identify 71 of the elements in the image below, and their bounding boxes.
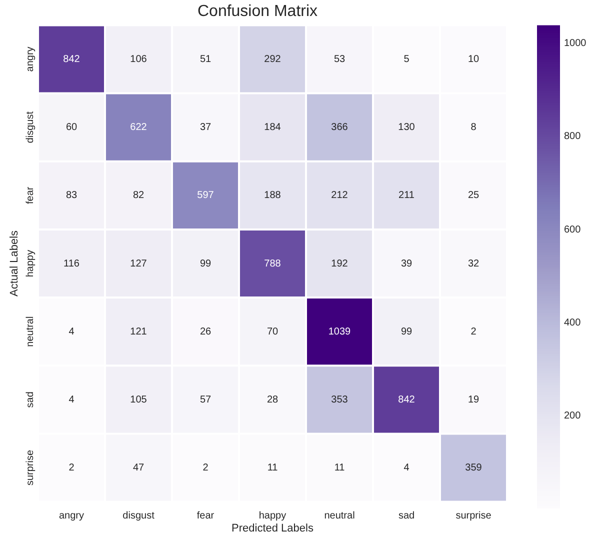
data-label: 121 xyxy=(130,326,148,338)
data-label: 366 xyxy=(331,122,348,134)
data-label: 212 xyxy=(331,190,348,202)
data-label: 70 xyxy=(266,326,278,338)
y-tick-label: disgust xyxy=(24,111,36,144)
y-tick-label: happy xyxy=(24,250,36,278)
data-label: 842 xyxy=(398,394,416,406)
data-label: 597 xyxy=(197,190,214,202)
color-bar-label: 200 xyxy=(564,410,582,422)
data-label: 83 xyxy=(66,190,78,202)
data-label: 25 xyxy=(468,190,480,202)
data-label: 60 xyxy=(66,122,78,134)
x-tick-label: sad xyxy=(398,510,415,522)
data-label: 622 xyxy=(130,122,148,134)
y-axis-title: Actual Labels xyxy=(8,230,21,297)
data-label: 2 xyxy=(68,462,75,474)
x-tick-label: angry xyxy=(58,510,84,522)
data-label: 28 xyxy=(266,394,278,406)
y-tick-label: neutral xyxy=(24,316,36,347)
data-label: 8 xyxy=(470,122,477,134)
y-tick-label: sad xyxy=(24,392,36,408)
data-label: 184 xyxy=(264,122,282,134)
data-label: 2 xyxy=(470,326,477,338)
y-tick-label: surprise xyxy=(24,450,36,486)
data-label: 292 xyxy=(264,54,282,65)
data-label: 130 xyxy=(398,122,416,134)
chart-title: Confusion Matrix xyxy=(197,3,318,20)
x-tick-label: disgust xyxy=(122,510,155,522)
data-label: 53 xyxy=(334,54,346,65)
x-tick-label: fear xyxy=(196,510,215,522)
color-bar-label: 1000 xyxy=(564,38,587,50)
data-label: 359 xyxy=(465,462,482,474)
data-label: 192 xyxy=(331,258,348,270)
color-bar-label: 400 xyxy=(564,317,582,328)
x-axis-title: Predicted Labels xyxy=(232,522,314,534)
data-label: 4 xyxy=(68,394,75,406)
data-label: 211 xyxy=(398,190,415,202)
data-label: 39 xyxy=(400,258,412,270)
data-label: 37 xyxy=(200,122,212,134)
data-label: 105 xyxy=(130,394,148,406)
data-label: 26 xyxy=(200,326,212,338)
data-label: 99 xyxy=(400,326,412,338)
x-tick-label: surprise xyxy=(456,510,492,522)
y-tick-label: angry xyxy=(24,46,36,72)
y-tick-label: fear xyxy=(24,186,36,204)
data-label: 353 xyxy=(331,394,348,406)
data-label: 11 xyxy=(334,462,346,474)
data-label: 188 xyxy=(264,190,282,202)
data-label: 19 xyxy=(468,394,480,406)
data-label: 32 xyxy=(468,258,480,270)
data-label: 47 xyxy=(132,462,144,474)
data-label: 10 xyxy=(468,54,480,65)
data-label: 842 xyxy=(63,54,80,65)
color-bar-label: 600 xyxy=(564,224,582,236)
data-label: 51 xyxy=(200,54,212,65)
data-label: 11 xyxy=(267,462,278,474)
data-label: 4 xyxy=(68,326,75,338)
data-label: 1039 xyxy=(328,326,352,338)
x-tick-label: neutral xyxy=(324,510,355,522)
data-label: 127 xyxy=(130,258,148,270)
data-label: 106 xyxy=(130,54,148,65)
data-label: 57 xyxy=(200,394,212,406)
data-label: 4 xyxy=(404,462,410,474)
x-tick-label: happy xyxy=(258,510,286,522)
data-label: 788 xyxy=(264,258,282,270)
color-bar-label: 800 xyxy=(564,131,582,142)
data-label: 5 xyxy=(404,54,410,65)
data-label: 116 xyxy=(64,258,80,270)
data-label: 2 xyxy=(202,462,209,474)
data-label: 82 xyxy=(132,190,144,202)
data-label: 99 xyxy=(200,258,212,270)
